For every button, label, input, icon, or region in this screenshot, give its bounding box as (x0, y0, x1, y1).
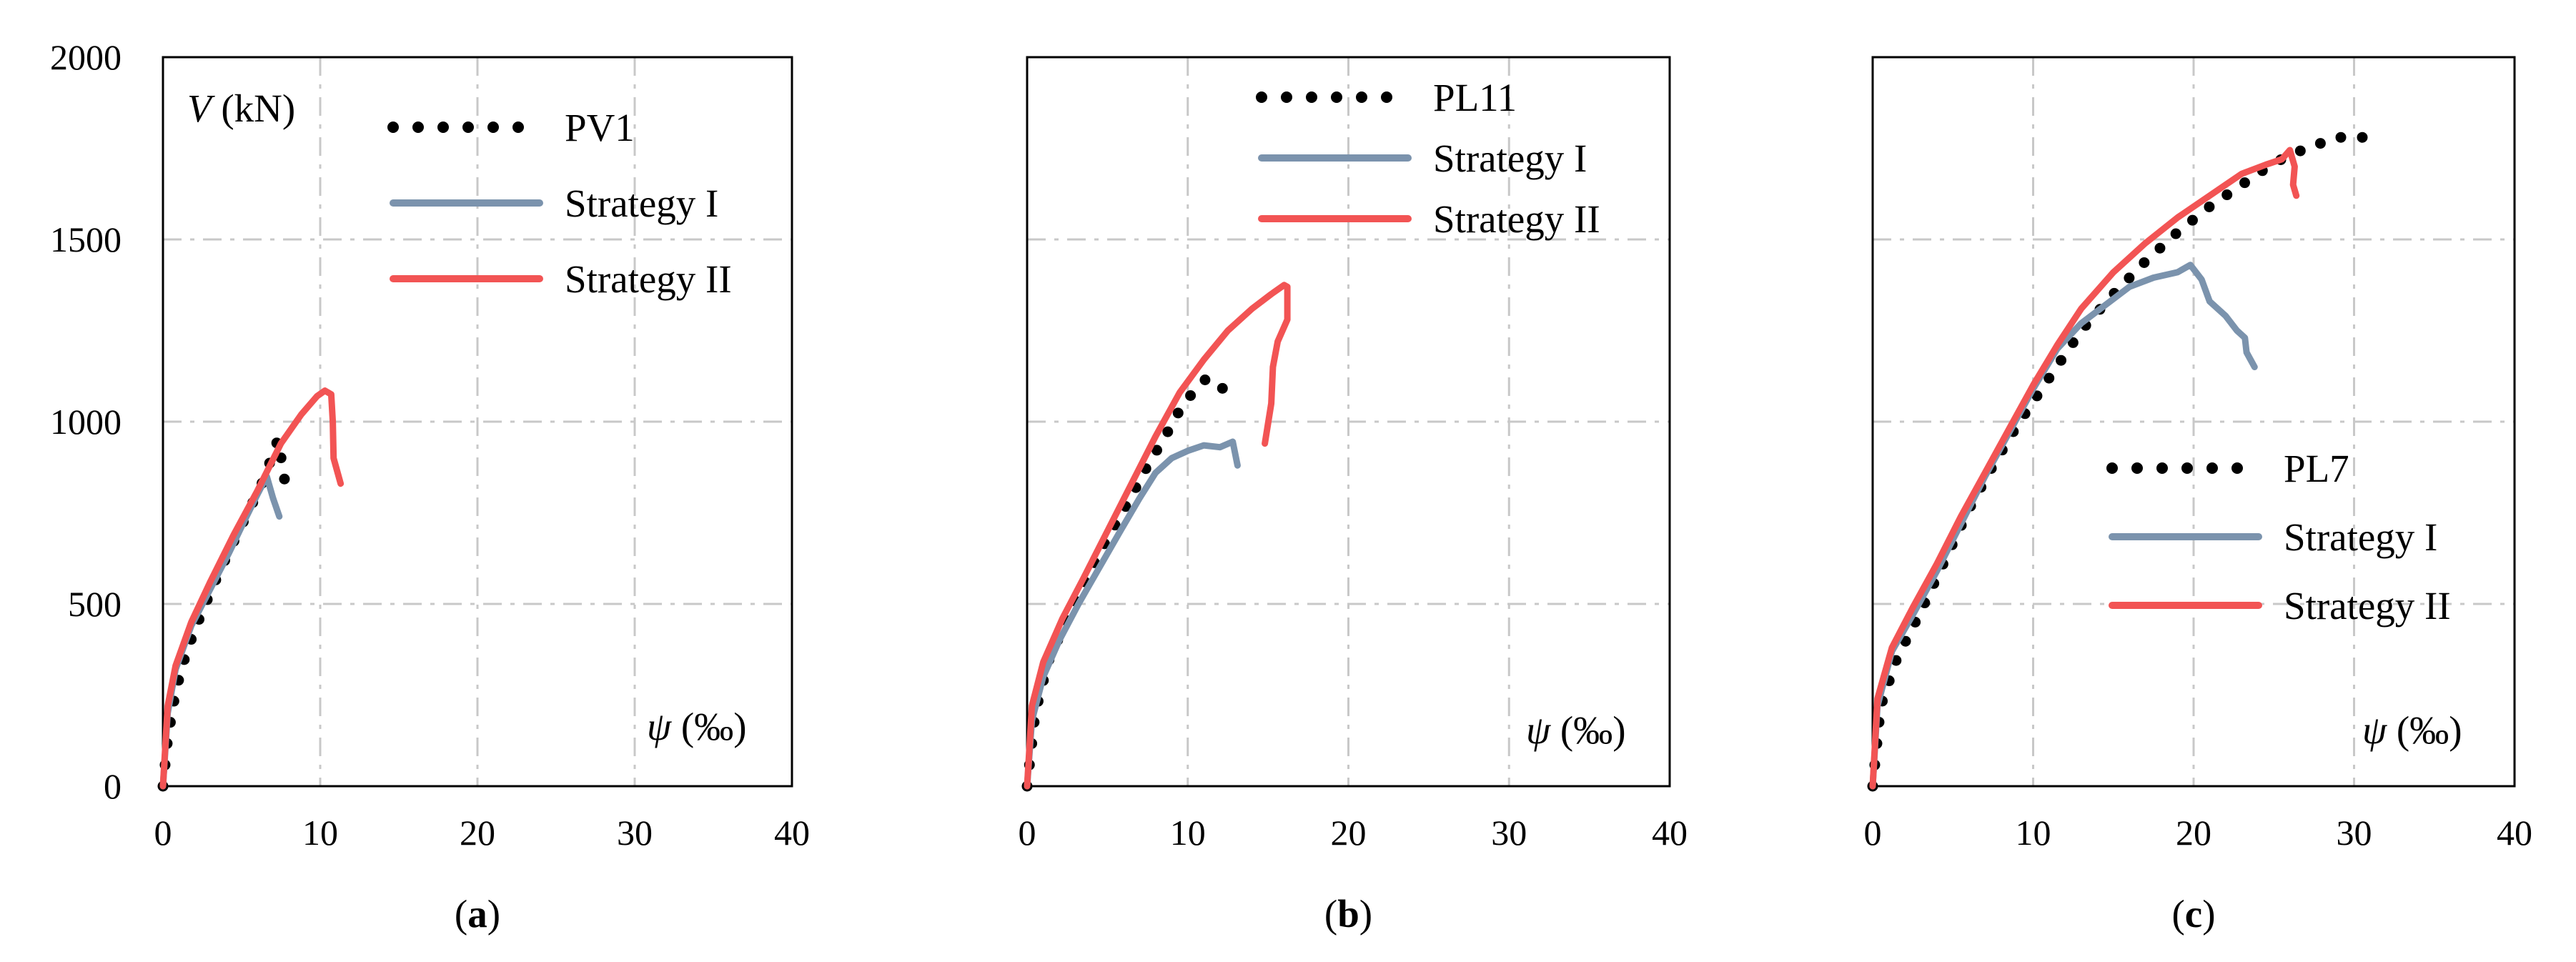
y-tick-label: 500 (68, 584, 122, 624)
x-tick-label: 40 (774, 813, 810, 853)
legend-label: PL7 (2284, 447, 2349, 490)
x-axis-label: ψ (‰) (1526, 708, 1626, 752)
legend-label: Strategy I (2284, 515, 2437, 559)
series-line-strategy-i (1869, 262, 2258, 790)
x-tick-label: 0 (1019, 813, 1036, 853)
x-tick-label: 10 (2016, 813, 2051, 853)
x-tick-label: 30 (2337, 813, 2372, 853)
x-tick-label: 0 (154, 813, 172, 853)
x-tick-label: 20 (1331, 813, 1367, 853)
plot-frame (1026, 56, 1671, 788)
legend-label: Strategy I (565, 182, 718, 225)
panel-caption: (c) (2171, 892, 2215, 936)
x-tick-label: 10 (302, 813, 338, 853)
series-line-strategy-ii (1024, 282, 1291, 790)
y-tick-label: 0 (104, 766, 122, 806)
series-line-pl11 (1021, 372, 1229, 792)
x-tick-label: 40 (1652, 813, 1688, 853)
y-tick-label: 1500 (50, 219, 122, 259)
series-line-pv1 (157, 435, 292, 792)
y-tick-label: 2000 (50, 37, 122, 77)
legend-label: Strategy II (2284, 584, 2451, 628)
legend-label: Strategy I (1433, 137, 1587, 180)
x-axis-label: ψ (‰) (647, 705, 747, 748)
legend-label: PL11 (1433, 76, 1517, 119)
x-axis-label: ψ (‰) (2362, 708, 2462, 752)
series-line-strategy-i (1024, 438, 1241, 790)
x-tick-label: 40 (2497, 813, 2532, 853)
chart-panel-b: 0 10 20 30 40 PL11 Strategy I Strategy II ψ (‰) (… (1019, 56, 1688, 936)
x-tick-label: 30 (617, 813, 653, 853)
plot-frame (162, 56, 793, 788)
series-line-strategy-ii (1869, 147, 2300, 790)
x-tick-label: 20 (2176, 813, 2211, 853)
x-tick-label: 20 (460, 813, 495, 853)
x-tick-label: 0 (1864, 813, 1882, 853)
legend-label: PV1 (565, 106, 635, 149)
x-tick-label: 10 (1170, 813, 1206, 853)
x-tick-label: 30 (1491, 813, 1527, 853)
series-line-strategy-ii (159, 387, 345, 790)
plot-frame (1871, 56, 2516, 788)
y-axis-label: V (kN) (187, 86, 295, 130)
panel-caption: (a) (455, 892, 500, 936)
y-tick-label: 1000 (50, 402, 122, 442)
series-line-strategy-i (159, 473, 283, 790)
legend-label: Strategy II (1433, 197, 1600, 241)
panel-caption: (b) (1324, 892, 1372, 936)
legend-label: Strategy II (565, 257, 732, 301)
chart-panel-a: 0 10 20 30 40 0 500 1000 1500 2000 PV1 Strategy I St… (50, 37, 810, 936)
chart-panel-c: 0 10 20 30 40 PL7 Strategy I Strategy II ψ (‰) (c… (1864, 56, 2532, 936)
